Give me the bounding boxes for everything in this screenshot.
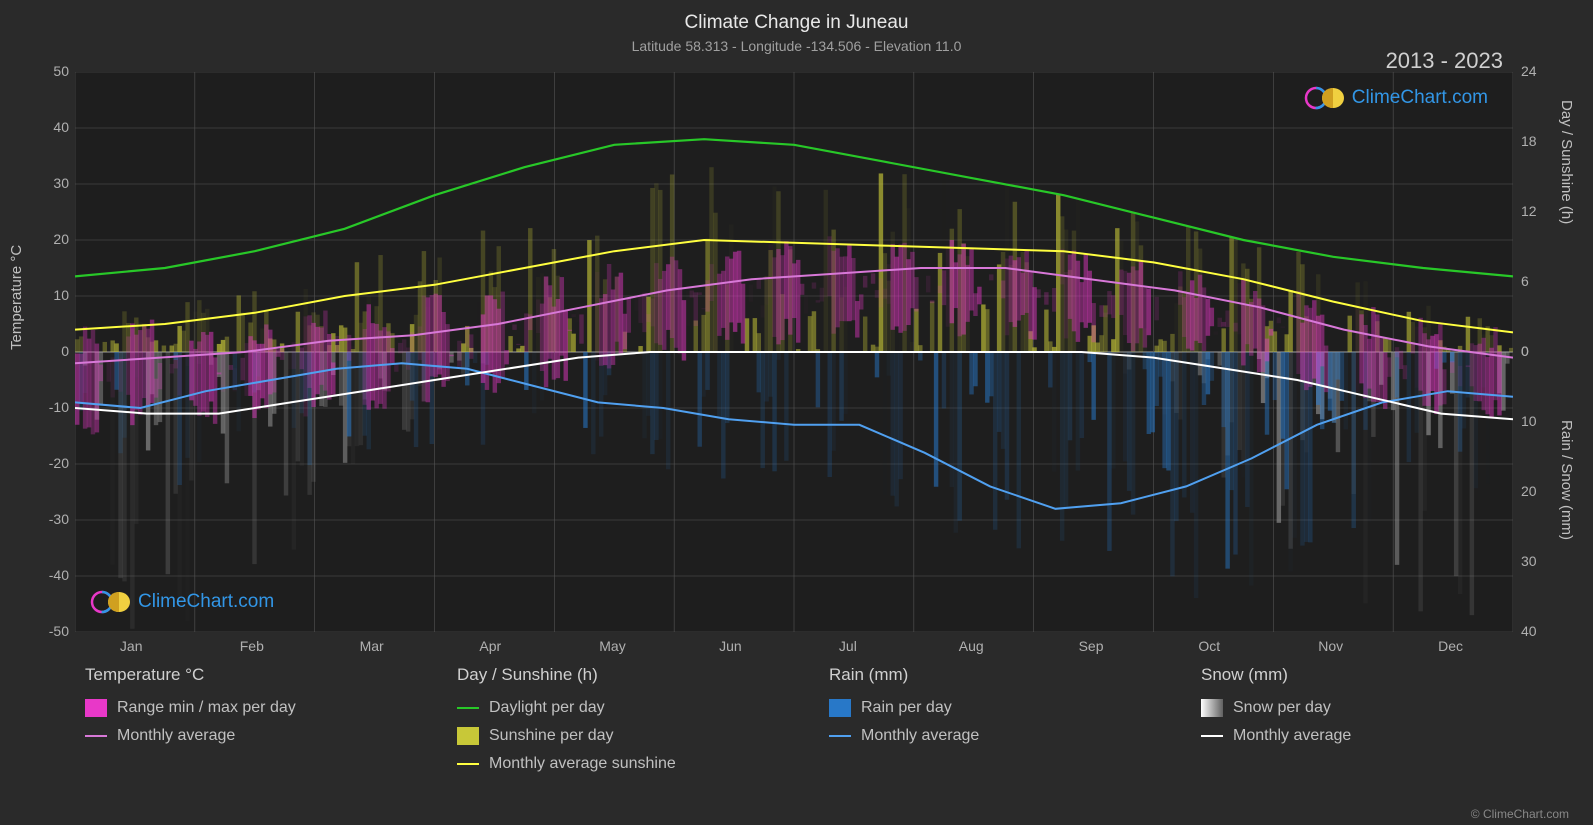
legend-group-title: Snow (mm) [1201, 665, 1513, 685]
legend-swatch-icon [829, 699, 851, 717]
legend-item: Monthly average sunshine [457, 755, 769, 773]
right-bottom-tick-label: 10 [1521, 413, 1537, 429]
chart-title: Climate Change in Juneau [0, 0, 1593, 34]
legend-item: Monthly average [1201, 727, 1513, 745]
watermark-logo-icon [1304, 85, 1346, 111]
left-tick-label: -10 [49, 399, 69, 415]
legend-swatch-icon [457, 727, 479, 745]
chart-container: Climate Change in Juneau Latitude 58.313… [0, 0, 1593, 825]
right-bottom-tick-label: 0 [1521, 343, 1529, 359]
right-bottom-tick-label: 20 [1521, 483, 1537, 499]
right-top-axis-label: Day / Sunshine (h) [1558, 100, 1575, 224]
legend-group: Snow (mm) Snow per day Monthly average [1201, 665, 1513, 805]
left-tick-label: 40 [53, 119, 69, 135]
legend-item-label: Snow per day [1233, 699, 1331, 717]
x-tick-label: Aug [959, 638, 984, 654]
x-tick-label: Sep [1079, 638, 1104, 654]
left-tick-label: -40 [49, 567, 69, 583]
legend-swatch-icon [457, 707, 479, 709]
legend-item: Rain per day [829, 699, 1141, 717]
watermark-logo-icon [90, 589, 132, 615]
plot-area [75, 72, 1513, 632]
chart-svg [75, 72, 1513, 632]
left-tick-label: 50 [53, 63, 69, 79]
legend-item-label: Sunshine per day [489, 727, 614, 745]
legend-item-label: Monthly average sunshine [489, 755, 676, 773]
legend-item: Snow per day [1201, 699, 1513, 717]
x-tick-label: Feb [240, 638, 264, 654]
legend-item-label: Rain per day [861, 699, 952, 717]
left-tick-label: -20 [49, 455, 69, 471]
watermark-text: ClimeChart.com [138, 591, 274, 613]
right-bottom-tick-label: 30 [1521, 553, 1537, 569]
left-tick-label: -30 [49, 511, 69, 527]
left-tick-label: -50 [49, 623, 69, 639]
legend-item: Monthly average [829, 727, 1141, 745]
x-tick-label: Mar [360, 638, 384, 654]
x-tick-label: Dec [1438, 638, 1463, 654]
x-tick-label: Apr [479, 638, 501, 654]
legend-group: Rain (mm) Rain per day Monthly average [829, 665, 1141, 805]
right-top-tick-label: 24 [1521, 63, 1537, 79]
legend-group-title: Day / Sunshine (h) [457, 665, 769, 685]
legend-group: Day / Sunshine (h) Daylight per day Sunshi… [457, 665, 769, 805]
left-axis-label: Temperature °C [8, 245, 25, 350]
left-tick-label: 0 [61, 343, 69, 359]
legend-swatch-icon [1201, 735, 1223, 737]
legend-group-title: Rain (mm) [829, 665, 1141, 685]
watermark-top: ClimeChart.com [1304, 85, 1488, 111]
legend-swatch-icon [829, 735, 851, 737]
legend-item-label: Range min / max per day [117, 699, 296, 717]
left-tick-label: 30 [53, 175, 69, 191]
legend-item: Range min / max per day [85, 699, 397, 717]
legend-item-label: Monthly average [861, 727, 979, 745]
left-tick-label: 10 [53, 287, 69, 303]
x-tick-label: Jun [719, 638, 742, 654]
right-top-tick-label: 12 [1521, 203, 1537, 219]
left-tick-label: 20 [53, 231, 69, 247]
legend-item-label: Monthly average [117, 727, 235, 745]
legend-item: Monthly average [85, 727, 397, 745]
x-tick-label: Jul [839, 638, 857, 654]
right-top-tick-label: 18 [1521, 133, 1537, 149]
legend-item-label: Monthly average [1233, 727, 1351, 745]
chart-subtitle: Latitude 58.313 - Longitude -134.506 - E… [0, 34, 1593, 54]
right-bottom-tick-label: 40 [1521, 623, 1537, 639]
year-range-label: 2013 - 2023 [1386, 48, 1503, 74]
legend-item: Daylight per day [457, 699, 769, 717]
right-bottom-axis-label: Rain / Snow (mm) [1558, 420, 1575, 540]
copyright: © ClimeChart.com [1471, 807, 1569, 821]
legend-group: Temperature °C Range min / max per day Mon… [85, 665, 397, 805]
right-top-tick-label: 6 [1521, 273, 1529, 289]
x-tick-label: Oct [1198, 638, 1220, 654]
legend-swatch-icon [1201, 699, 1223, 717]
legend-item: Sunshine per day [457, 727, 769, 745]
watermark-text: ClimeChart.com [1352, 87, 1488, 109]
legend-swatch-icon [85, 735, 107, 737]
x-tick-label: Jan [120, 638, 143, 654]
legend-group-title: Temperature °C [85, 665, 397, 685]
legend-swatch-icon [85, 699, 107, 717]
x-tick-label: May [599, 638, 625, 654]
watermark-bottom: ClimeChart.com [90, 589, 274, 615]
legend-swatch-icon [457, 763, 479, 765]
legend-item-label: Daylight per day [489, 699, 605, 717]
legend: Temperature °C Range min / max per day Mon… [85, 665, 1513, 805]
x-tick-label: Nov [1318, 638, 1343, 654]
